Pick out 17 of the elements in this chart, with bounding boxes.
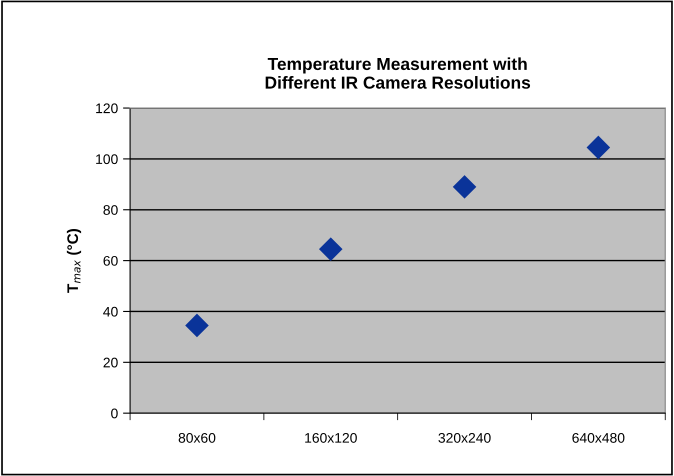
x-tick-label: 640x480 [572, 432, 624, 443]
x-tick-label: 160x120 [305, 432, 357, 443]
y-tick-label: 120 [96, 103, 118, 114]
point [185, 314, 208, 337]
y-tick-label: 100 [96, 154, 118, 164]
y-tick-label: 40 [103, 306, 118, 317]
y-tick-label: 0 [111, 408, 118, 418]
y-axis-title: T$_{max}$ (°C) [66, 229, 82, 293]
y-tick-label: 20 [104, 358, 118, 368]
point [453, 175, 476, 198]
point [586, 136, 610, 159]
x-tick-label: 320x240 [438, 432, 491, 443]
x-tick-label: 80x60 [178, 432, 216, 443]
point [319, 238, 342, 261]
y-tick-label: 80 [103, 205, 118, 215]
chart-title: Temperature Measurement with Different IR Camera Resolutions [266, 57, 530, 89]
y-tick-label: 60 [104, 256, 118, 266]
